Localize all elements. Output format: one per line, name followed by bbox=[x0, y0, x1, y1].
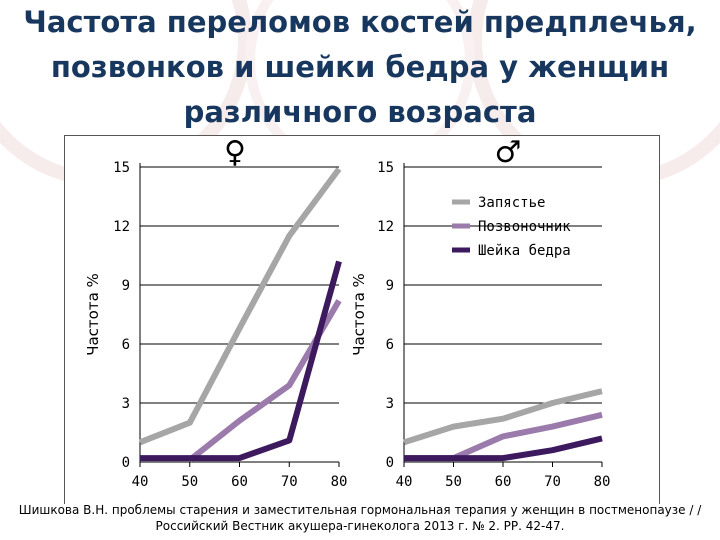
chart-1-series-line-hip bbox=[140, 260, 342, 462]
title-line: позвонков и шейки бедра у женщин bbox=[50, 50, 670, 84]
chart-1-y-tick-label: 0 bbox=[122, 455, 130, 471]
chart-1-y-axis-label: Частота % bbox=[84, 273, 102, 356]
chart-2-x-tick-label: 80 bbox=[594, 474, 611, 490]
chart-1-gender-symbol: ♀ bbox=[224, 135, 246, 170]
chart-1-y-tick-label: 3 bbox=[122, 396, 130, 412]
chart-2-y-tick-label: 6 bbox=[386, 337, 394, 353]
chart-2-y-tick-label: 12 bbox=[377, 219, 394, 235]
title-line: различного возраста bbox=[183, 95, 537, 129]
chart-2-legend-label: Запястье bbox=[478, 195, 545, 211]
slide-title: Частота переломов костей предплечья, поз… bbox=[0, 0, 720, 135]
chart-1-y-tick-label: 12 bbox=[113, 219, 130, 235]
chart-1-y-tick-label: 9 bbox=[122, 278, 130, 294]
chart-2-gender-symbol: ♂ bbox=[495, 135, 522, 170]
chart-2-y-tick-label: 3 bbox=[386, 396, 394, 412]
chart-1-x-tick-label: 50 bbox=[181, 474, 198, 490]
chart-1-y-tick-label: 6 bbox=[122, 337, 130, 353]
chart-2-legend-label: Шейка бедра bbox=[478, 243, 571, 259]
citation-line: Российский Вестник акушера-гинеколога 20… bbox=[155, 519, 565, 533]
citation: Шишкова В.Н. проблемы старения и замести… bbox=[0, 502, 720, 534]
chart-2-x-tick-label: 70 bbox=[544, 474, 561, 490]
chart-2-series-line-hip bbox=[404, 435, 603, 462]
fracture-charts: 0 3 6 9 12 15 40 50 60 70 80 Частота % ♀ 0 3 6 9 12 15 40 50… bbox=[84, 135, 611, 490]
chart-1-x-tick-label: 80 bbox=[331, 474, 348, 490]
title-line: Частота переломов костей предплечья, bbox=[23, 5, 697, 39]
chart-1-x-tick-label: 60 bbox=[231, 474, 248, 490]
citation-line: Шишкова В.Н. проблемы старения и замести… bbox=[18, 503, 702, 517]
chart-1-y-tick-label: 15 bbox=[113, 160, 130, 176]
chart-2-x-tick-label: 50 bbox=[445, 474, 462, 490]
chart-2-y-tick-label: 0 bbox=[386, 455, 394, 471]
chart-2-y-axis-label: Частота % bbox=[350, 273, 368, 356]
chart-1-series-line-wrist bbox=[138, 167, 342, 446]
chart-1-x-tick-label: 70 bbox=[281, 474, 298, 490]
chart-1-x-tick-label: 40 bbox=[132, 474, 149, 490]
chart-2-x-tick-label: 40 bbox=[396, 474, 413, 490]
chart-2-y-tick-label: 9 bbox=[386, 278, 394, 294]
chart-2-legend-label: Позвоночник bbox=[478, 219, 571, 235]
chart-2-x-tick-label: 60 bbox=[495, 474, 512, 490]
chart-2-y-tick-label: 15 bbox=[377, 160, 394, 176]
chart-2-series-line-wrist bbox=[403, 388, 603, 446]
figure-panel bbox=[64, 135, 660, 504]
